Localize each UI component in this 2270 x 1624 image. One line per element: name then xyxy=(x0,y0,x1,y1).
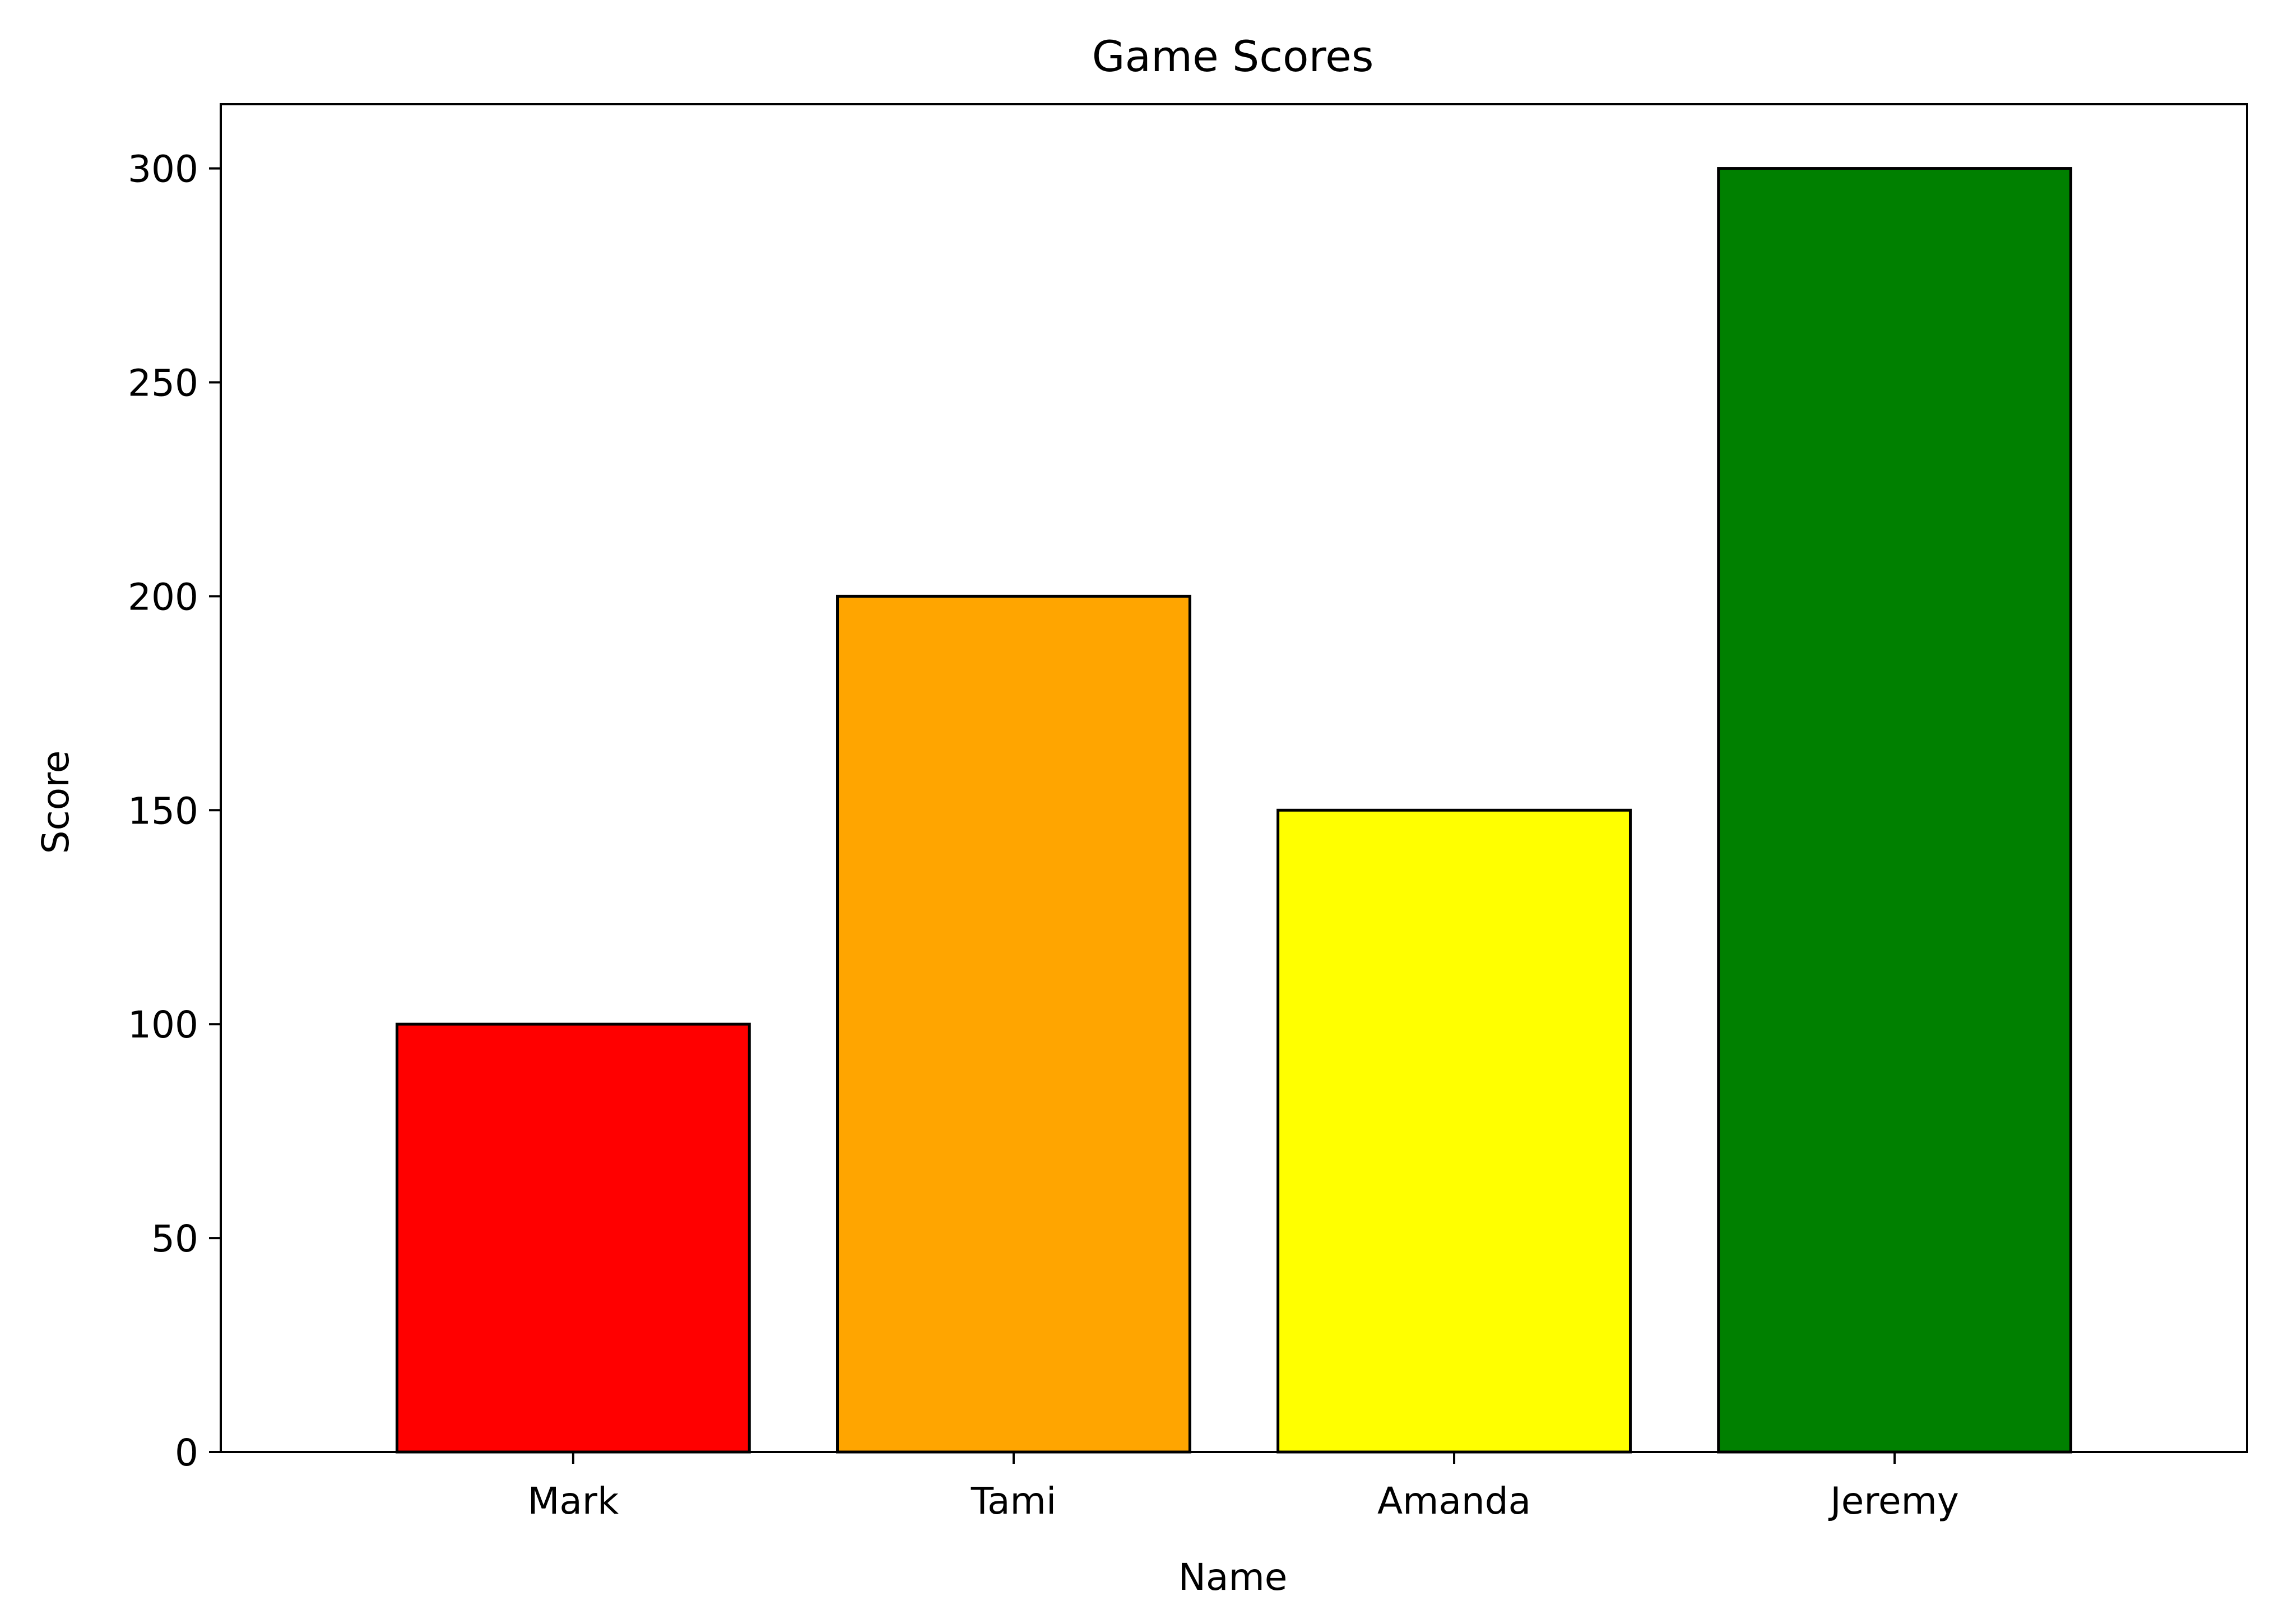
x-axis: Mark Tami Amanda Jeremy xyxy=(527,1452,1959,1523)
y-axis: 0 50 100 150 200 250 300 xyxy=(128,148,221,1474)
y-tick-label: 300 xyxy=(128,148,198,191)
y-tick-label: 150 xyxy=(128,789,198,832)
x-axis-label: Name xyxy=(1178,1556,1288,1599)
bar-tami xyxy=(836,594,1191,1454)
plot-frame xyxy=(220,103,2248,1453)
x-tick-label: Amanda xyxy=(1377,1479,1531,1523)
y-axis-label: Score xyxy=(34,751,77,854)
x-tick-label: Tami xyxy=(971,1479,1056,1523)
chart-title: Game Scores xyxy=(1092,31,1374,81)
y-tick-label: 50 xyxy=(151,1217,198,1260)
x-tick-label: Mark xyxy=(527,1479,619,1523)
y-tick-label: 0 xyxy=(175,1431,198,1474)
bars xyxy=(395,167,2073,1454)
x-tick-label: Jeremy xyxy=(1828,1479,1959,1523)
y-tick-label: 200 xyxy=(128,575,198,618)
bar-amanda xyxy=(1276,808,1632,1454)
bar-jeremy xyxy=(1717,167,2073,1454)
y-tick-label: 100 xyxy=(128,1003,198,1046)
bar-mark xyxy=(395,1022,751,1454)
y-tick-label: 250 xyxy=(128,361,198,404)
